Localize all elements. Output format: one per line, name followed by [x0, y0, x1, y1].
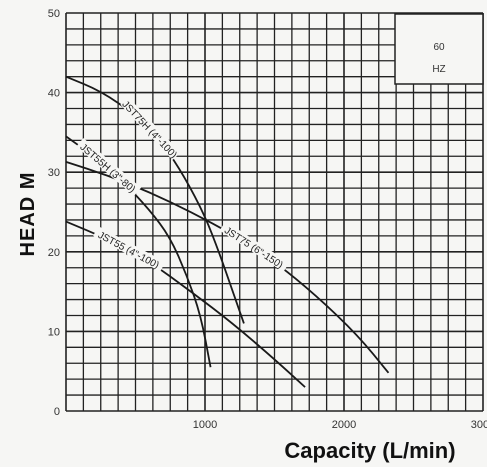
- x-tick-label: 2000: [332, 419, 356, 431]
- curve-4: [65, 220, 306, 388]
- frequency-box: [394, 13, 484, 85]
- curve-label-background: [93, 226, 166, 272]
- curve-1: [65, 75, 245, 324]
- ticks: 0 10 20 30 40 50 1000 2000 3000: [48, 8, 487, 431]
- x-tick-label: 1000: [193, 419, 217, 431]
- y-tick-label: 0: [54, 406, 60, 418]
- y-tick-label: 40: [48, 88, 60, 100]
- y-axis-label: HEAD M: [17, 172, 39, 257]
- y-tick-label: 50: [48, 8, 60, 20]
- y-tick-label: 30: [48, 167, 60, 179]
- curve-label-background: [76, 138, 142, 197]
- x-axis-label: Capacity (L/min): [284, 438, 455, 463]
- grid: [65, 12, 484, 412]
- frequency-value: 60: [433, 42, 445, 53]
- x-tick-label: 3000: [471, 419, 487, 431]
- curve-label-background: [120, 97, 181, 160]
- curve-3: [65, 160, 390, 374]
- curve-label-background: [219, 221, 290, 272]
- y-tick-label: 20: [48, 247, 60, 259]
- y-tick-label: 10: [48, 326, 60, 338]
- frequency-unit: HZ: [432, 64, 445, 75]
